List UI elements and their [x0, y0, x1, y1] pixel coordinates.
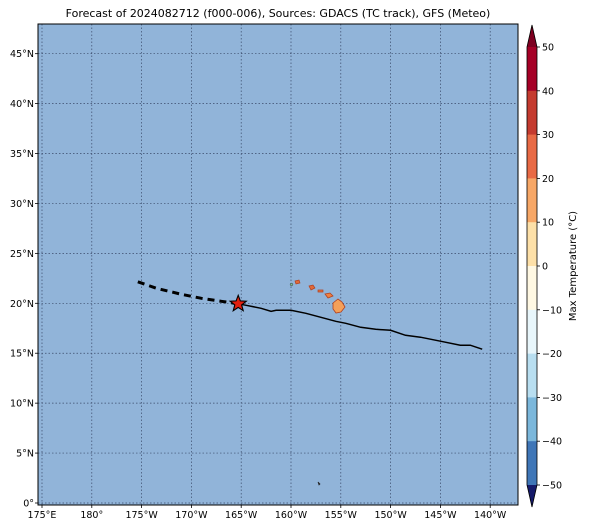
colorbar-tick-label: −20	[542, 349, 562, 360]
colorbar-segment	[527, 353, 537, 398]
lon-tick-label: 175°W	[125, 510, 158, 521]
ocean-background	[38, 24, 518, 505]
lat-tick-label: 5°N	[16, 449, 34, 460]
lon-tick-label: 175°E	[28, 510, 57, 521]
island-kauai	[294, 279, 301, 285]
colorbar-tick-label: 30	[542, 130, 554, 141]
colorbar-max-extend	[527, 25, 537, 47]
colorbar-tick-label: −50	[542, 481, 562, 492]
colorbar-segment	[527, 178, 537, 223]
colorbar-segment	[527, 397, 537, 442]
track-forecast-line	[133, 278, 239, 306]
figure-title: Forecast of 2024082712 (f000-006), Sourc…	[65, 7, 491, 20]
lon-tick-label: 170°W	[175, 510, 208, 521]
colorbar-segment	[527, 441, 537, 486]
lat-tick-label: 0°	[23, 499, 34, 510]
colorbar-segment	[527, 90, 537, 136]
colorbar-tick-label: −30	[542, 393, 562, 404]
colorbar-min-extend	[527, 485, 537, 507]
hawaiian-islands	[289, 279, 346, 486]
colorbar-segment	[527, 47, 537, 92]
colorbar-segment	[527, 134, 537, 179]
colorbar-tick-label: 0	[542, 262, 548, 273]
island-maui	[324, 292, 334, 299]
lon-tick-label: 150°W	[374, 510, 407, 521]
colorbar-tick-label: −40	[542, 437, 562, 448]
colorbar-label: Max Temperature (°C)	[568, 211, 579, 321]
lon-tick-label: 180°	[80, 510, 103, 521]
track-past-line	[238, 303, 483, 350]
graticule	[38, 24, 518, 505]
island-molokai	[317, 289, 324, 293]
island-big-island	[332, 298, 346, 314]
colorbar-segment	[527, 309, 537, 355]
colorbar: 50 40 30 20 10 0 −10 −20 −30 −40 −50 Max Temperatur…	[526, 24, 579, 508]
lon-tick-label: 140°W	[474, 510, 507, 521]
lat-tick-label: 25°N	[10, 249, 34, 260]
lat-tick-label: 10°N	[10, 399, 34, 410]
lon-tick-label: 165°W	[225, 510, 258, 521]
storm-position-star-icon	[228, 293, 248, 312]
colorbar-tick-label: 50	[542, 43, 554, 54]
lat-tick-label: 20°N	[10, 299, 34, 310]
colorbar-tick-label: 40	[542, 86, 554, 97]
latitude-labels: 0° 5°N 10°N 15°N 20°N 25°N 30°N 35°N 40°N 45°N	[10, 49, 38, 510]
longitude-labels: 175°E 180° 175°W 170°W 165°W 160°W 155°W 150°W 1…	[28, 505, 507, 521]
colorbar-segment	[527, 222, 537, 267]
tc-track	[133, 278, 483, 350]
lat-tick-label: 40°N	[10, 99, 34, 110]
lon-tick-label: 145°W	[424, 510, 457, 521]
lat-tick-label: 15°N	[10, 349, 34, 360]
island-niihau	[289, 282, 294, 287]
lat-tick-label: 35°N	[10, 149, 34, 160]
colorbar-tick-label: 10	[542, 218, 554, 229]
map-frame	[37, 23, 519, 506]
lon-tick-label: 155°W	[325, 510, 358, 521]
colorbar-tick-label: −10	[542, 305, 562, 316]
lon-tick-label: 160°W	[275, 510, 308, 521]
island-south	[317, 481, 321, 486]
island-oahu	[308, 284, 316, 291]
colorbar-tick-label: 20	[542, 174, 554, 185]
lat-tick-label: 45°N	[10, 49, 34, 60]
colorbar-segment	[527, 266, 537, 311]
lat-tick-label: 30°N	[10, 199, 34, 210]
